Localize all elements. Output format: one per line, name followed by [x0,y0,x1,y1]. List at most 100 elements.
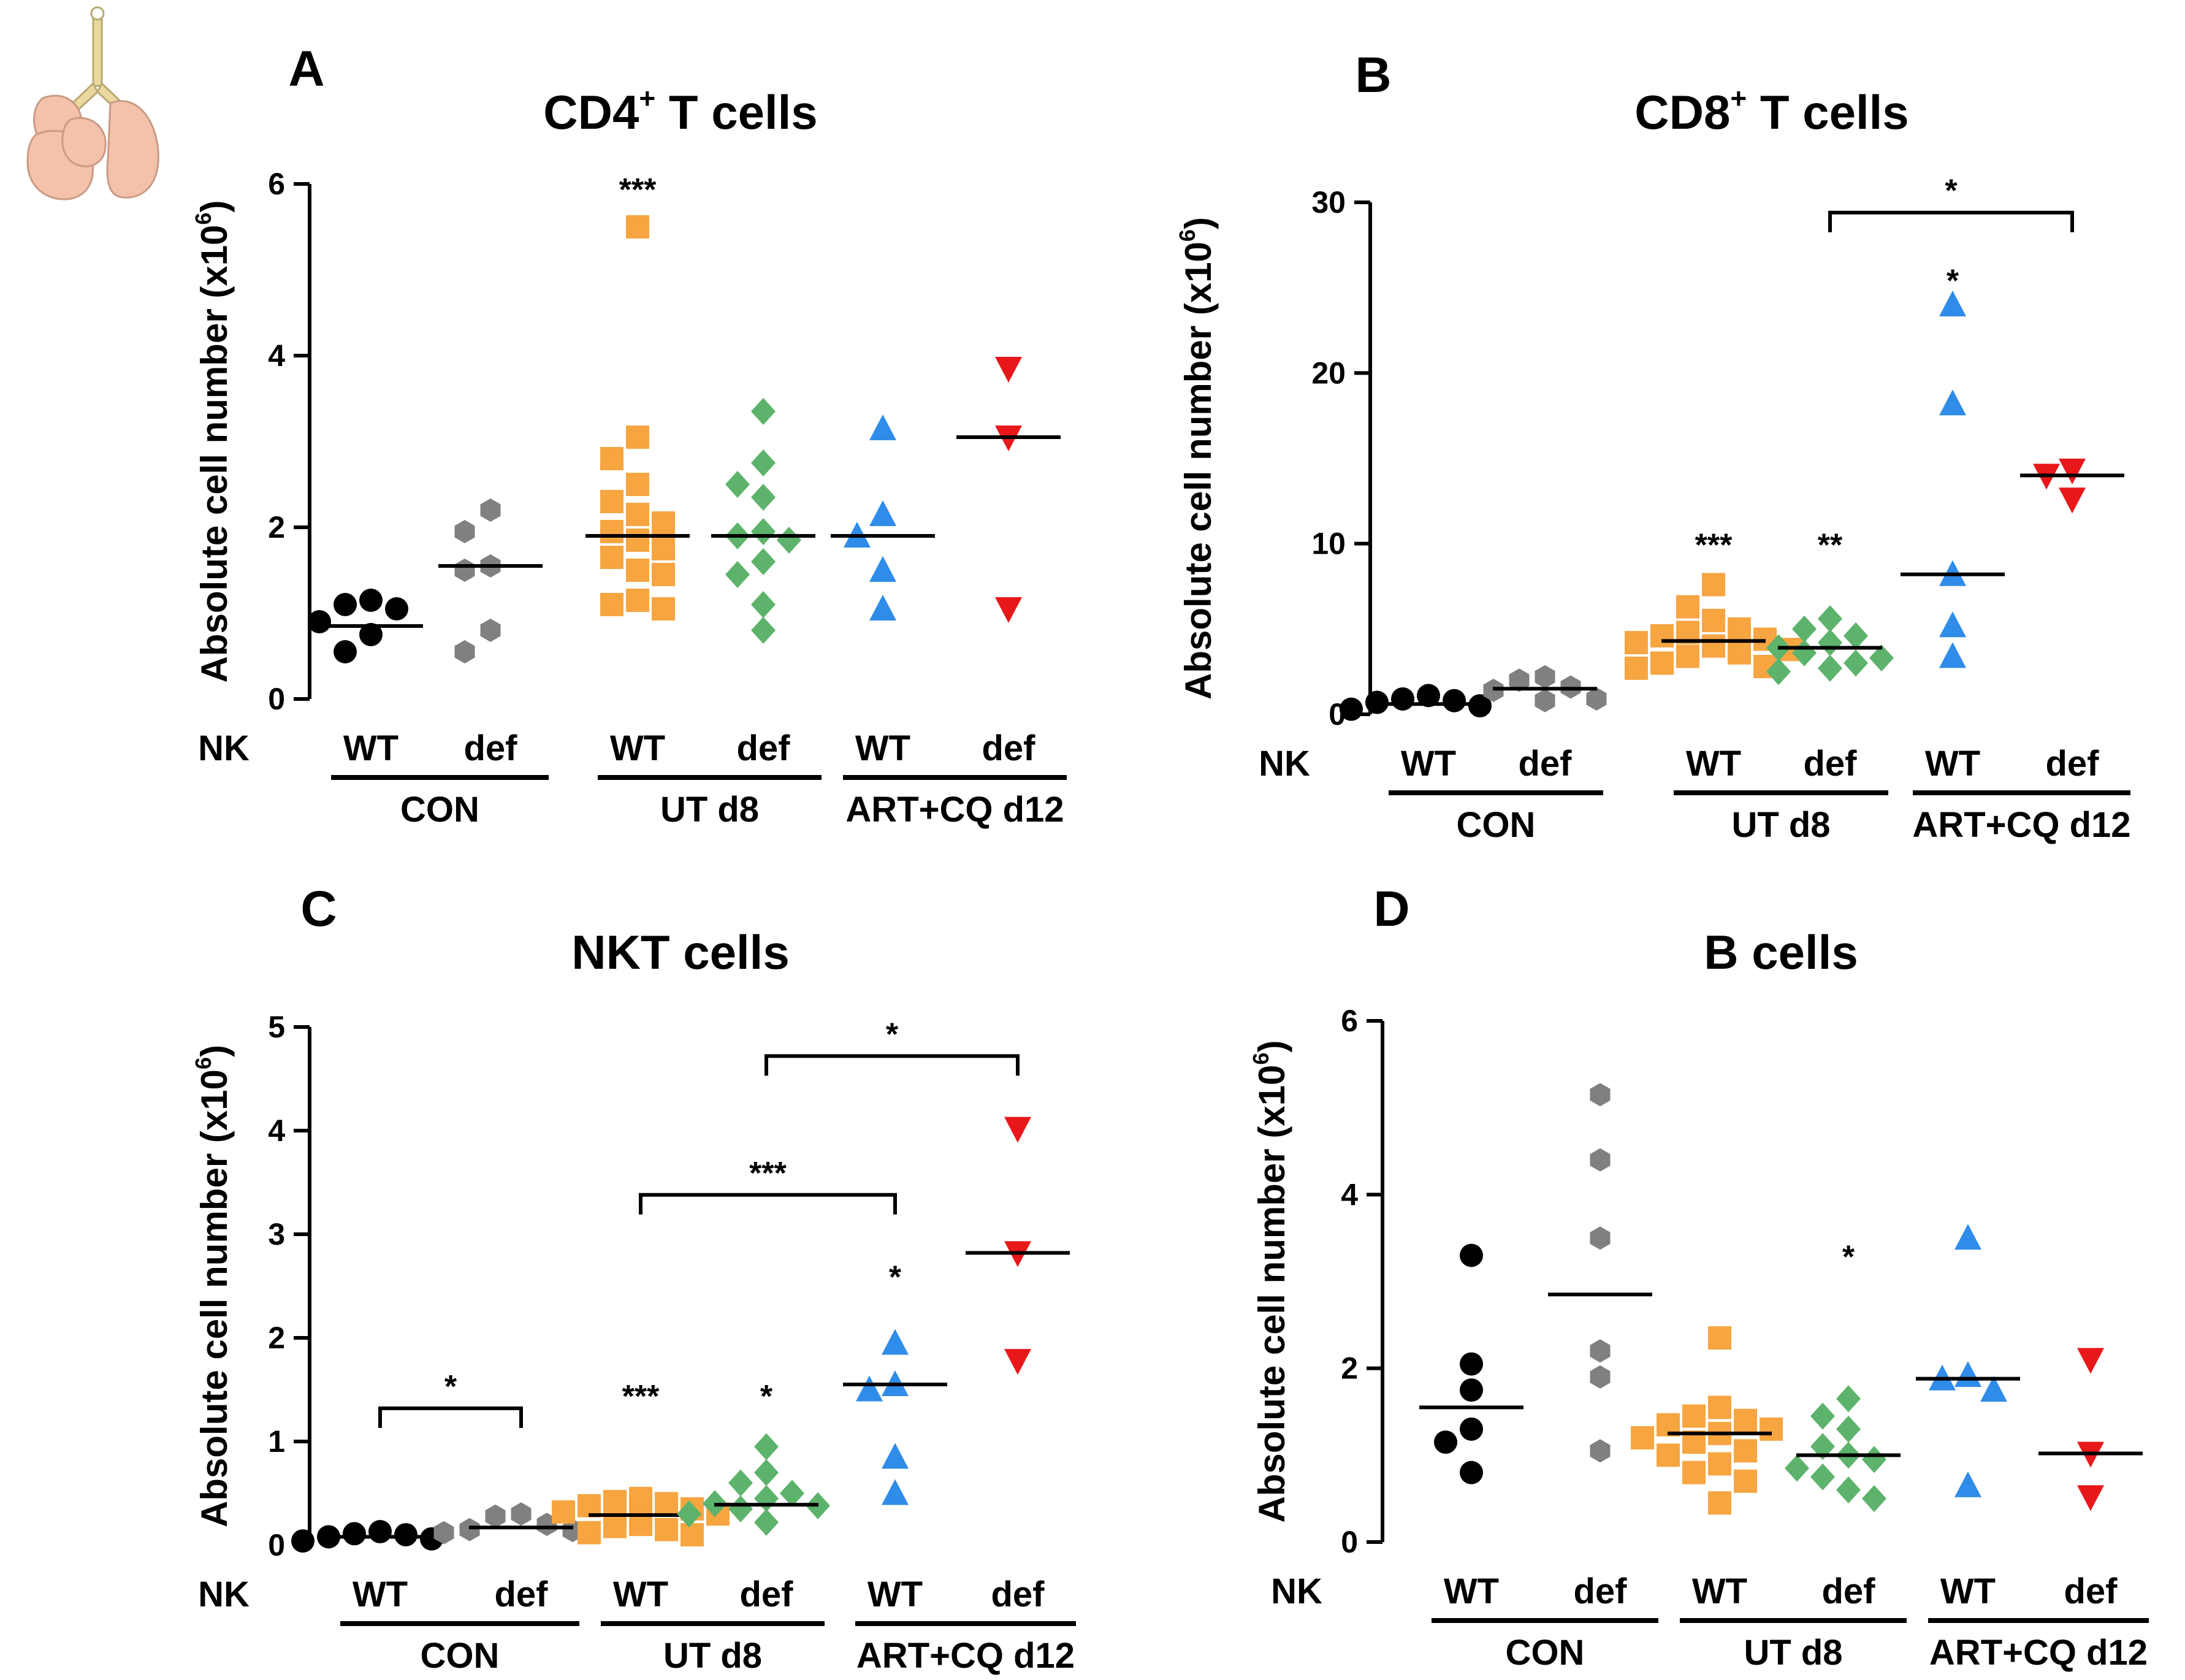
series-0 [308,589,423,663]
y-axis-label-sup: 6 [191,213,216,225]
data-point [1954,1471,1981,1497]
panel-letter: B [1355,47,1391,103]
data-point [1340,697,1363,721]
data-point [291,1529,315,1553]
data-point [552,1500,575,1524]
series-3 [1785,1385,1901,1513]
data-point [480,498,501,522]
data-point [754,1433,779,1460]
data-point [754,1459,779,1486]
data-point [1682,1460,1706,1484]
data-point [343,1522,366,1546]
data-point [882,1479,909,1505]
data-point [1708,1396,1731,1419]
y-tick-label: 0 [1341,1525,1358,1559]
chart-title: NKT cells [571,925,789,979]
lung-lobe-middle [61,116,107,167]
data-point [1590,1148,1611,1172]
chart-title: CD4+ T cells [543,82,817,139]
data-point [1625,656,1648,680]
data-point [1460,1243,1483,1267]
data-point [1734,1439,1757,1463]
x-tick-label: def [1519,744,1573,784]
condition-label: UT d8 [1731,805,1830,845]
series-5 [956,357,1061,623]
data-point [1810,1463,1835,1491]
y-tick-label: 4 [268,1113,285,1148]
data-point [1590,1083,1611,1107]
data-point [2077,1485,2104,1511]
chart-title-main: CD4 [543,85,639,139]
series-1 [1548,1083,1652,1463]
data-point [334,640,357,663]
data-point [1760,1417,1783,1441]
data-point [368,1520,392,1544]
data-point [626,589,649,612]
series-4 [831,414,935,620]
series-2 [585,215,690,620]
x-tick-label: WT [868,1575,923,1614]
data-point [751,484,776,511]
series-0 [1419,1243,1523,1484]
data-point [1657,1443,1680,1467]
series-0 [1340,684,1492,721]
data-point [1650,624,1674,647]
significance-bracket [378,1406,523,1428]
data-point [433,1521,454,1544]
data-point [652,537,675,560]
y-axis-label: Absolute cell number (x106) [191,1045,235,1527]
data-point [725,471,750,498]
series-4 [843,1329,947,1505]
data-point [600,593,623,616]
x-tick-label: WT [353,1575,408,1614]
chart-title-rest: T cells [655,85,817,139]
data-point [1535,689,1555,712]
data-point [1676,595,1699,619]
y-axis-label-sup: 6 [191,1057,216,1069]
data-point [600,520,623,543]
data-point [359,623,383,646]
x-tick-label: WT [1686,744,1741,784]
data-point [1939,611,1966,638]
y-axis-label-main: Absolute cell number (x10 [194,1069,235,1527]
data-point [511,1502,532,1526]
data-point [1954,1224,1981,1250]
data-point [652,511,675,535]
data-point [1862,1485,1886,1513]
data-point [751,518,776,545]
data-point [1590,1339,1611,1363]
axis-prefix-label: NK [198,1575,250,1614]
y-axis-label-end: ) [1178,217,1219,229]
data-point [1443,689,1466,712]
data-point [1728,641,1751,665]
data-point [1631,1426,1654,1449]
data-point [1460,1417,1483,1441]
panel-c: C NKT cells 0 1 2 3 4 5 Absolute cell number (x1… [191,881,1076,1676]
chart-title-sup: + [639,82,655,114]
data-point [626,529,649,552]
chart-title-sup: + [1730,82,1747,114]
y-axis-label: Absolute cell number (x106) [191,200,235,683]
x-tick-label: WT [1940,1571,1996,1611]
data-point [626,473,649,496]
y-axis-label-end: ) [1251,1040,1292,1053]
data-point [454,559,475,582]
series-3 [677,1433,830,1536]
data-point [578,1521,601,1544]
data-point [600,546,623,569]
condition-label: CON [1457,805,1536,845]
data-point [655,1518,678,1541]
series-3 [1766,605,1894,685]
data-point [2077,1348,2104,1374]
x-tick-label: WT [855,728,910,768]
data-point [1939,642,1966,668]
x-tick-label: def [991,1575,1045,1614]
series-0 [291,1520,443,1553]
data-point [754,1508,779,1536]
data-point [334,593,357,616]
data-point [1460,1378,1483,1402]
data-point [1682,1404,1706,1428]
series-2 [1625,573,1802,680]
data-point [1590,1226,1611,1250]
significance-label: * [760,1379,773,1415]
